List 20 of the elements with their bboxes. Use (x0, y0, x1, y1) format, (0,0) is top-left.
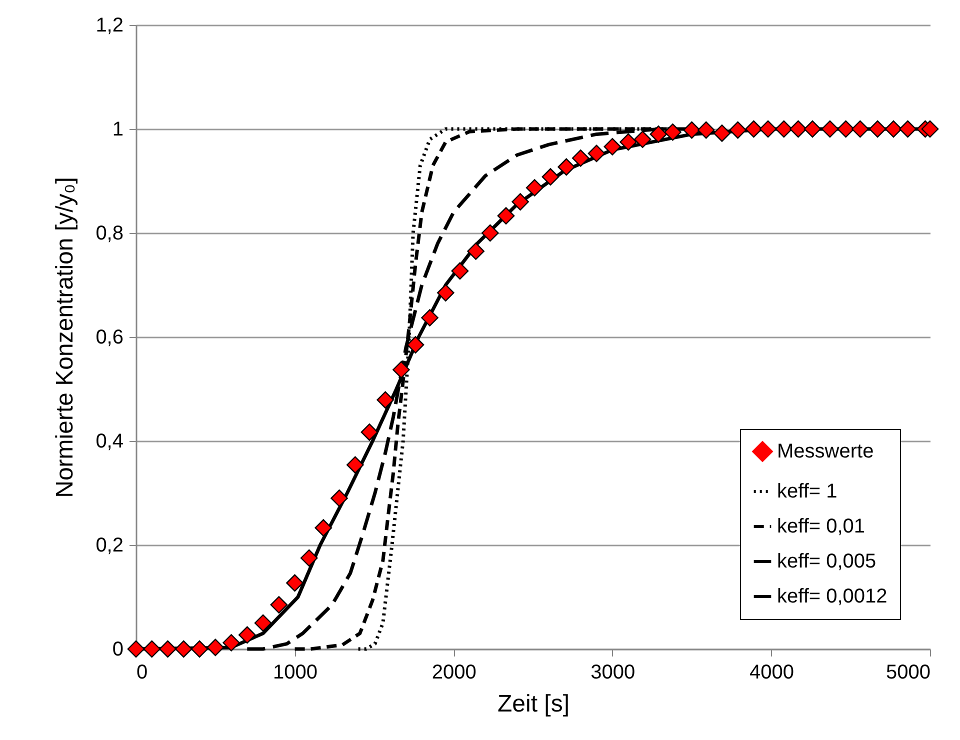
legend-label: keff= 0,01 (777, 516, 866, 538)
x-tick-label: 2000 (432, 662, 476, 684)
x-tick-label: 3000 (590, 662, 636, 684)
legend-label: keff= 1 (777, 480, 838, 502)
x-axis-title: Zeit [s] (497, 690, 570, 718)
x-tick-label: 0 (136, 662, 148, 684)
legend-label: keff= 0,0012 (777, 586, 888, 608)
legend-label: keff= 0,005 (777, 550, 876, 572)
y-tick-label: 0,4 (96, 430, 124, 452)
y-tick-label: 0,8 (96, 222, 124, 244)
y-tick-label: 0,6 (96, 326, 124, 348)
x-tick-label: 4000 (749, 662, 794, 684)
x-tick-label: 1000 (273, 662, 318, 684)
y-tick-label: 0,2 (96, 534, 124, 556)
x-tick-label: 5000 (886, 662, 930, 684)
y-tick-label: 0 (112, 638, 124, 660)
y-tick-label: 1,2 (96, 14, 124, 36)
y-axis-title: Normierte Konzentration [y/y₀] (52, 177, 79, 498)
y-tick-label: 1 (112, 118, 124, 140)
legend-label: Messwerte (777, 440, 874, 462)
